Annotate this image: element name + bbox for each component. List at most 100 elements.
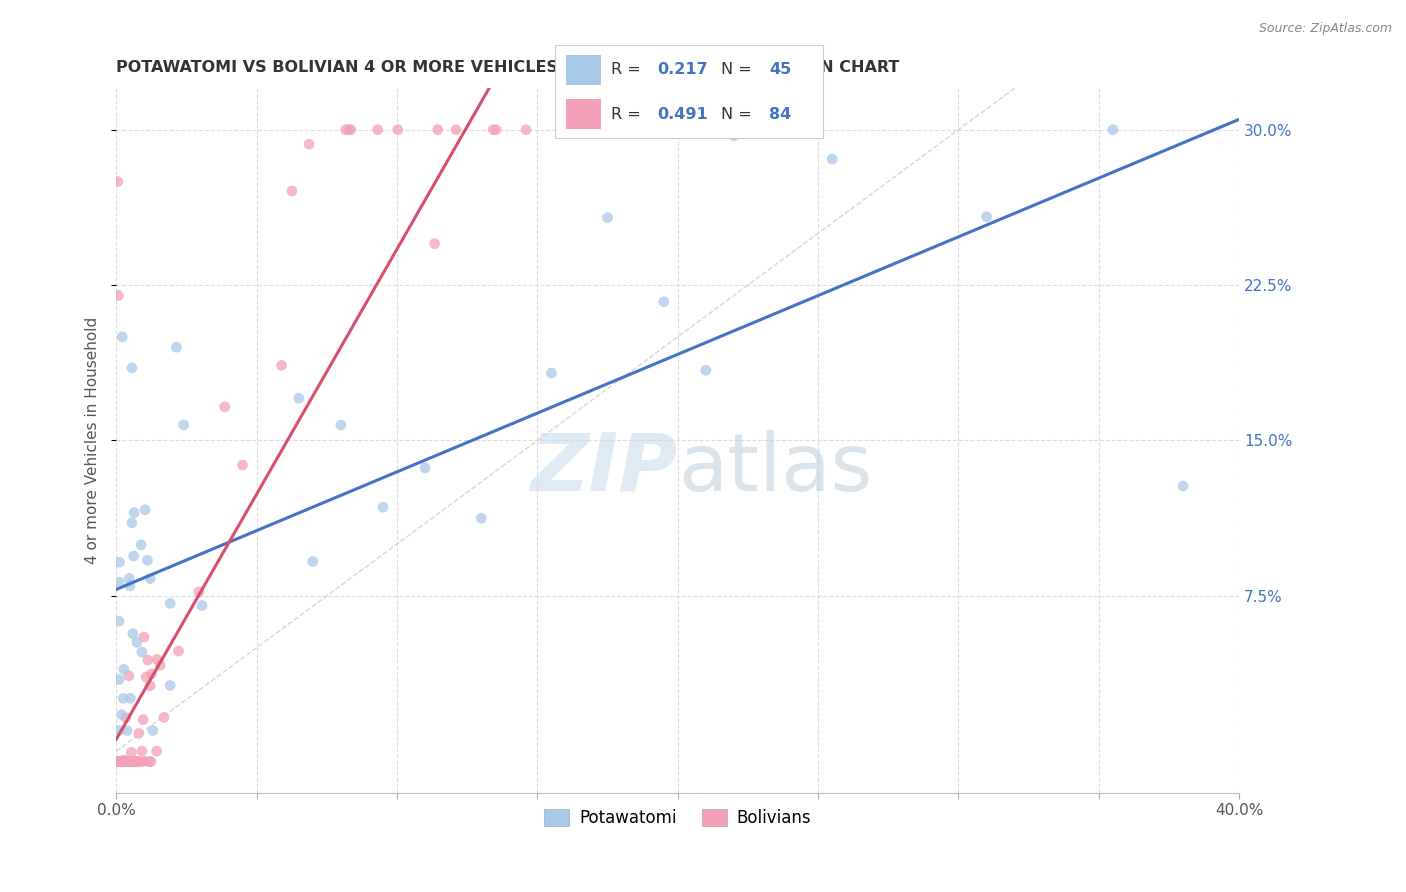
Point	[335, 122, 357, 136]
Point	[121, 361, 143, 376]
Point	[153, 710, 176, 724]
Text: ZIP: ZIP	[530, 430, 678, 508]
Point	[301, 554, 323, 568]
Point	[125, 755, 148, 769]
Point	[139, 755, 162, 769]
Point	[108, 755, 131, 769]
Point	[115, 755, 138, 769]
Point	[112, 755, 135, 769]
Point	[107, 755, 129, 769]
Point	[112, 691, 135, 706]
Text: atlas: atlas	[678, 430, 872, 508]
Point	[287, 391, 309, 405]
Point	[125, 635, 148, 649]
Point	[118, 669, 141, 683]
Point	[111, 707, 134, 722]
Point	[108, 755, 131, 769]
Point	[550, 122, 572, 136]
Point	[107, 755, 129, 769]
Point	[145, 744, 167, 758]
Point	[118, 571, 141, 585]
Point	[108, 555, 131, 569]
Text: 45: 45	[769, 62, 792, 78]
Point	[329, 417, 352, 432]
Point	[173, 417, 195, 432]
Point	[134, 502, 156, 516]
Point	[561, 122, 583, 136]
Point	[139, 572, 162, 586]
Point	[107, 755, 129, 769]
Point	[111, 755, 134, 769]
Point	[142, 723, 165, 738]
FancyBboxPatch shape	[567, 55, 600, 85]
Point	[132, 630, 155, 644]
Point	[107, 755, 129, 769]
Point	[470, 511, 492, 525]
Point	[114, 711, 136, 725]
Point	[111, 755, 134, 769]
Point	[167, 644, 190, 658]
Point	[108, 755, 131, 769]
Point	[107, 755, 129, 769]
Point	[149, 658, 172, 673]
Point	[108, 614, 131, 628]
Point	[159, 596, 181, 610]
Point	[108, 723, 131, 738]
Point	[138, 755, 160, 769]
Point	[122, 626, 145, 640]
Point	[485, 122, 508, 136]
Point	[108, 755, 131, 769]
Text: N =: N =	[721, 62, 756, 78]
Point	[214, 400, 236, 414]
Point	[367, 122, 389, 136]
Point	[131, 645, 153, 659]
Point	[115, 755, 138, 769]
Point	[108, 755, 131, 769]
Point	[107, 755, 129, 769]
Point	[110, 755, 132, 769]
Text: R =: R =	[612, 107, 647, 122]
Point	[128, 726, 150, 740]
Point	[976, 210, 998, 224]
Point	[515, 122, 537, 136]
Point	[127, 755, 149, 769]
Point	[112, 755, 135, 769]
Point	[444, 122, 467, 136]
Point	[298, 137, 321, 152]
FancyBboxPatch shape	[567, 99, 600, 129]
Point	[129, 538, 152, 552]
Point	[371, 500, 394, 515]
Point	[107, 755, 129, 769]
Point	[695, 363, 717, 377]
Text: Source: ZipAtlas.com: Source: ZipAtlas.com	[1258, 22, 1392, 36]
Point	[118, 755, 141, 769]
Point	[139, 679, 162, 693]
Point	[132, 754, 155, 768]
Point	[1171, 479, 1194, 493]
Point	[108, 755, 131, 769]
Point	[111, 755, 134, 769]
Point	[111, 755, 134, 769]
Point	[270, 359, 292, 373]
Point	[553, 122, 575, 136]
Point	[108, 575, 131, 590]
Point	[120, 745, 142, 759]
Point	[108, 673, 131, 687]
Point	[141, 667, 163, 681]
Point	[111, 330, 134, 344]
Point	[191, 599, 214, 613]
Text: 0.217: 0.217	[657, 62, 707, 78]
Point	[108, 755, 131, 769]
Point	[426, 122, 449, 136]
Text: N =: N =	[721, 107, 756, 122]
Point	[337, 122, 360, 136]
Point	[387, 122, 409, 136]
Point	[108, 755, 131, 769]
Point	[107, 288, 129, 302]
Point	[122, 549, 145, 563]
Point	[413, 461, 436, 475]
Point	[231, 458, 253, 472]
Point	[146, 652, 169, 666]
Point	[114, 755, 136, 769]
Point	[132, 713, 155, 727]
